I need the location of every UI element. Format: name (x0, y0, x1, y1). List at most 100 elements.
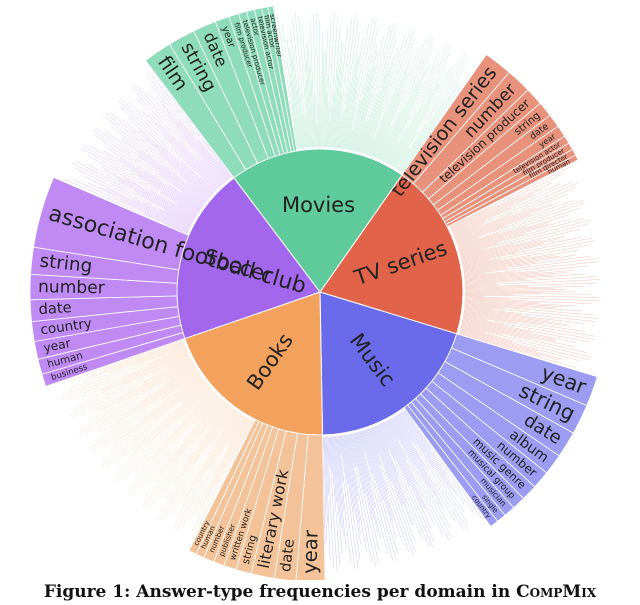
tail-sliver (363, 430, 394, 524)
tail-sliver (462, 320, 556, 341)
tail-sliver (169, 364, 195, 380)
tail-sliver (98, 186, 190, 230)
tail-sliver (397, 414, 417, 445)
tail-sliver (168, 356, 191, 368)
tail-sliver (385, 44, 447, 164)
tail-sliver (463, 261, 536, 273)
tail-sliver (368, 428, 414, 556)
tail-sliver (449, 166, 570, 228)
tail-sliver (461, 322, 575, 348)
tail-sliver (331, 436, 343, 554)
tail-sliver (455, 202, 558, 242)
tail-sliver (228, 415, 245, 443)
tail-sliver (464, 272, 486, 276)
tail-sliver (379, 424, 397, 461)
tail-sliver (454, 186, 577, 238)
tail-sliver (451, 182, 553, 231)
tail-sliver (100, 351, 188, 391)
tail-sliver (401, 411, 465, 505)
tail-sliver (151, 354, 190, 374)
tail-sliver (292, 17, 306, 148)
tail-sliver (459, 243, 499, 255)
tail-sliver (464, 302, 583, 312)
tail-sliver (372, 427, 403, 506)
tail-sliver (68, 355, 190, 416)
tail-sliver (99, 165, 195, 221)
tail-sliver (286, 37, 302, 149)
tail-sliver (463, 309, 549, 321)
tail-sliver (209, 409, 236, 445)
tail-sliver (384, 51, 440, 163)
tail-sliver (158, 123, 220, 188)
tail-sliver (464, 297, 592, 304)
tail-sliver (174, 407, 233, 485)
tail-sliver (452, 181, 573, 235)
tail-sliver (462, 259, 501, 267)
tail-sliver (372, 64, 410, 158)
tail-sliver (145, 402, 227, 497)
tail-sliver (464, 282, 498, 285)
tail-sliver (464, 298, 540, 303)
tail-sliver (464, 284, 499, 287)
tail-sliver (119, 97, 217, 192)
tail-sliver (464, 307, 596, 322)
tail-sliver (159, 153, 211, 198)
tail-sliver (336, 16, 353, 149)
tail-sliver (97, 360, 193, 412)
tail-sliver (401, 72, 472, 173)
tail-sliver (361, 38, 397, 154)
tail-sliver (392, 417, 437, 493)
tail-sliver (339, 20, 359, 149)
tail-sliver (148, 71, 232, 178)
tail-sliver (178, 141, 221, 187)
tail-sliver (363, 48, 399, 154)
tail-sliver (180, 416, 247, 530)
tail-sliver (218, 162, 231, 179)
tail-sliver (459, 218, 571, 252)
tail-sliver (388, 51, 451, 165)
tail-sliver (339, 110, 345, 149)
tail-sliver (464, 265, 589, 279)
tail-sliver (458, 332, 576, 368)
tail-sliver (344, 434, 361, 523)
tail-sliver (186, 182, 209, 200)
tail-sliver (453, 220, 486, 235)
tail-sliver (461, 237, 565, 261)
tail-sliver (333, 436, 344, 535)
tail-sliver (356, 24, 391, 152)
tail-sliver (211, 403, 229, 425)
tail-sliver (464, 296, 600, 302)
tail-sliver (343, 434, 361, 535)
tail-sliver (148, 81, 229, 180)
tail-sliver (460, 243, 515, 258)
tail-sliver (345, 434, 367, 553)
tail-sliver (174, 415, 244, 528)
tail-sliver (355, 432, 376, 509)
tail-sliver (150, 190, 196, 218)
tail-sliver (302, 26, 311, 148)
tail-sliver (464, 271, 515, 278)
tail-sliver (325, 436, 331, 559)
tail-sliver (369, 112, 386, 156)
tail-sliver (341, 435, 361, 560)
tail-sliver (462, 316, 596, 340)
tail-sliver (461, 236, 582, 263)
tail-sliver (208, 411, 239, 456)
tail-sliver (131, 84, 223, 185)
tail-sliver (305, 60, 312, 148)
tail-sliver (190, 402, 227, 446)
tail-sliver (460, 328, 580, 362)
tail-sliver (71, 162, 192, 226)
tail-sliver (86, 163, 194, 223)
tail-sliver (346, 434, 359, 497)
tail-sliver (154, 380, 206, 419)
tail-sliver (348, 128, 353, 150)
tail-sliver (163, 366, 196, 386)
tail-sliver (125, 178, 195, 220)
tail-sliver (94, 135, 202, 210)
tail-sliver (277, 16, 299, 149)
tail-sliver (88, 373, 201, 450)
tail-sliver (462, 318, 532, 333)
tail-sliver (154, 401, 225, 482)
tail-sliver (326, 436, 330, 496)
